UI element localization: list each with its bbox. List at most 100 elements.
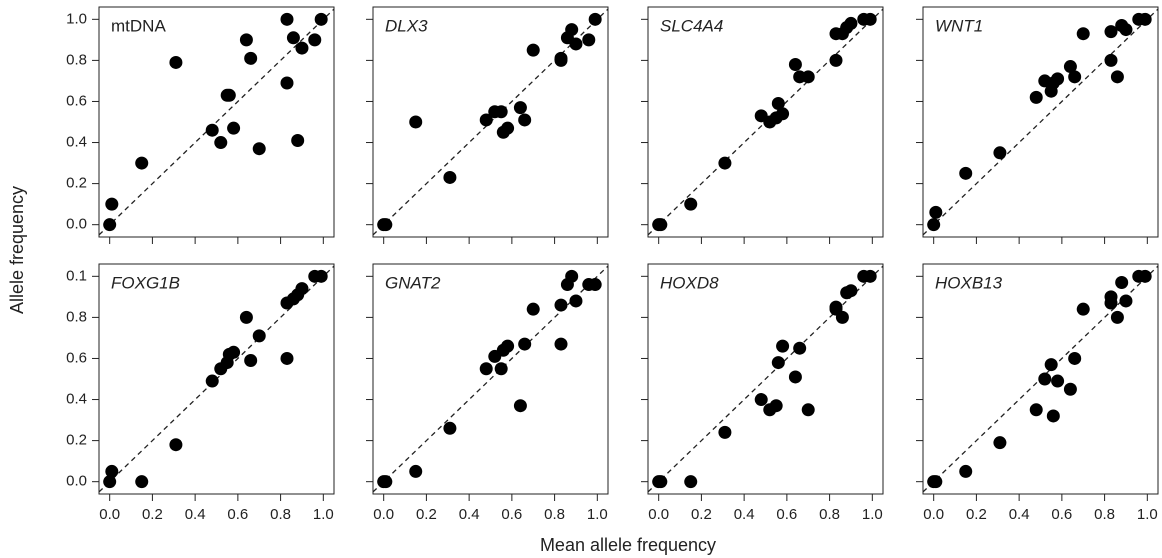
- point: [569, 294, 583, 308]
- point: [684, 475, 698, 489]
- point: [1044, 358, 1058, 372]
- x-axis-label: Mean allele frequency: [540, 535, 716, 555]
- point: [835, 310, 849, 324]
- point: [501, 339, 515, 353]
- point: [776, 107, 790, 121]
- x-tick-label: 1.0: [862, 506, 883, 523]
- point: [993, 436, 1007, 450]
- panel-frame: [922, 6, 1159, 238]
- point: [518, 337, 532, 351]
- point: [554, 337, 568, 351]
- point: [280, 76, 294, 90]
- x-tick-label: 0.2: [966, 506, 987, 523]
- point: [169, 55, 183, 69]
- y-tick-label: 0.4: [66, 391, 87, 408]
- y-tick-label: 0.2: [66, 432, 87, 449]
- point: [565, 269, 579, 283]
- point: [295, 282, 309, 296]
- x-tick-label: 0.2: [416, 506, 437, 523]
- panel-title: WNT1: [935, 16, 983, 35]
- point: [103, 218, 117, 232]
- point: [654, 475, 668, 489]
- point: [554, 298, 568, 312]
- y-tick-label: 0.1: [66, 267, 87, 284]
- point: [1051, 374, 1065, 388]
- x-tick-label: 0.4: [459, 506, 480, 523]
- panel-title: HOXB13: [935, 273, 1003, 292]
- y-axis-label: Allele frequency: [7, 186, 27, 314]
- point: [227, 121, 241, 135]
- point: [286, 31, 300, 45]
- panel-title: DLX3: [385, 16, 428, 35]
- point: [1119, 294, 1133, 308]
- point: [1029, 403, 1043, 417]
- x-tick-label: 1.0: [587, 506, 608, 523]
- point: [771, 97, 785, 111]
- point: [1068, 351, 1082, 365]
- x-tick-label: 0.0: [648, 506, 669, 523]
- point: [105, 197, 119, 211]
- point: [654, 218, 668, 232]
- point: [801, 403, 815, 417]
- point: [801, 70, 815, 84]
- x-tick-label: 0.4: [1009, 506, 1030, 523]
- point: [501, 121, 515, 135]
- point: [993, 146, 1007, 160]
- point: [443, 170, 457, 184]
- x-tick-label: 0.6: [776, 506, 797, 523]
- y-tick-label: 0.2: [66, 175, 87, 192]
- point: [494, 362, 508, 376]
- panel-title: FOXG1B: [111, 273, 180, 292]
- x-tick-label: 0.8: [1094, 506, 1115, 523]
- point: [844, 16, 858, 30]
- x-tick-label: 0.4: [185, 506, 206, 523]
- point: [1115, 275, 1129, 289]
- point: [280, 12, 294, 26]
- point: [409, 464, 423, 478]
- point: [205, 123, 219, 137]
- point: [588, 278, 602, 292]
- x-tick-label: 0.0: [373, 506, 394, 523]
- point: [308, 33, 322, 47]
- point: [227, 345, 241, 359]
- point: [829, 53, 843, 67]
- point: [959, 464, 973, 478]
- x-tick-label: 0.6: [501, 506, 522, 523]
- panel-frame: [922, 263, 1159, 495]
- point: [244, 354, 258, 368]
- point: [718, 156, 732, 170]
- x-tick-label: 1.0: [1137, 506, 1158, 523]
- point: [959, 166, 973, 180]
- point: [1138, 269, 1152, 283]
- point: [239, 33, 253, 47]
- point: [135, 475, 149, 489]
- x-tick-label: 0.8: [270, 506, 291, 523]
- point: [684, 197, 698, 211]
- y-tick-label: 0.8: [66, 308, 87, 325]
- point: [929, 475, 943, 489]
- point: [295, 41, 309, 55]
- point: [379, 475, 393, 489]
- point: [793, 341, 807, 355]
- y-tick-label: 0.0: [66, 473, 87, 490]
- x-tick-label: 0.8: [819, 506, 840, 523]
- x-tick-label: 1.0: [313, 506, 334, 523]
- point: [314, 269, 328, 283]
- point: [1051, 72, 1065, 86]
- point: [1029, 90, 1043, 104]
- point: [513, 399, 527, 413]
- y-tick-label: 0.8: [66, 51, 87, 68]
- point: [718, 425, 732, 439]
- point: [105, 464, 119, 478]
- point: [314, 12, 328, 26]
- point: [103, 475, 117, 489]
- panel-title: GNAT2: [385, 273, 441, 292]
- point: [1138, 12, 1152, 26]
- y-tick-label: 0.4: [66, 134, 87, 151]
- point: [479, 113, 493, 127]
- point: [1046, 409, 1060, 423]
- point: [214, 136, 228, 150]
- x-tick-label: 0.4: [734, 506, 755, 523]
- point: [1104, 53, 1118, 67]
- point: [1063, 60, 1077, 74]
